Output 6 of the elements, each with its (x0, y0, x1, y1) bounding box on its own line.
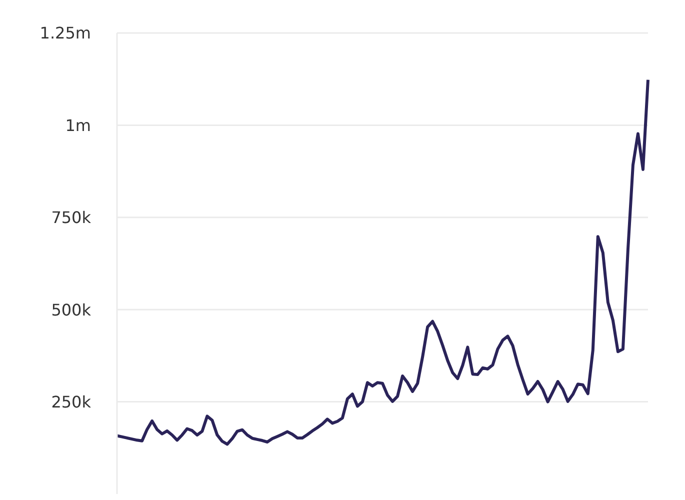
y-tick-label: 1m (65, 116, 91, 135)
line-series (116, 78, 650, 446)
y-tick-label: 500k (51, 300, 92, 320)
y-tick-label: 750k (51, 208, 92, 228)
y-tick-label: 250k (51, 392, 92, 412)
y-tick-label: 1.25m (40, 24, 91, 43)
